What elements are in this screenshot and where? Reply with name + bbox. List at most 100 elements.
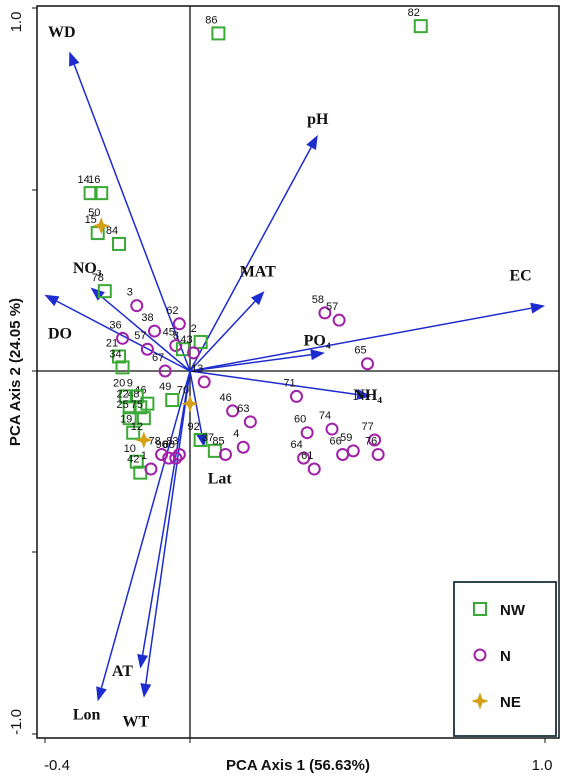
point-label-60: 60: [294, 414, 306, 426]
point-label-12: 12: [131, 421, 143, 433]
point-n-71: [290, 389, 303, 403]
point-nw-75: [136, 411, 151, 426]
point-nw-92: [193, 432, 208, 447]
point-nw-9: [129, 389, 144, 404]
vector-label-no-: NO₃: [73, 260, 102, 277]
vector-do: [56, 300, 191, 372]
point-label-82: 82: [408, 7, 420, 19]
vector-head-no-: [90, 287, 105, 301]
point-label-76: 76: [365, 435, 377, 447]
point-label-74: 74: [319, 410, 331, 422]
point-ne-12: [135, 431, 153, 449]
vector-head-mat: [250, 291, 265, 306]
vector-head-wd: [69, 51, 80, 67]
point-nw-86: [211, 26, 226, 41]
vector-label-at: AT: [112, 663, 133, 680]
point-label-8: 8: [173, 330, 179, 342]
point-n-67: [158, 364, 172, 378]
point-label-16: 16: [88, 174, 100, 186]
legend-marker-nw: [473, 602, 487, 616]
point-n-65: [361, 357, 374, 371]
point-nw-21: [112, 349, 126, 364]
point-label-66: 66: [330, 435, 342, 447]
point-label-84: 84: [106, 225, 118, 237]
point-n-78b: [155, 447, 169, 461]
point-n-46b: [226, 404, 240, 418]
point-label-61: 61: [301, 450, 313, 462]
point-label-1: 1: [141, 450, 147, 462]
vector-head-do: [44, 294, 60, 307]
point-label-78: 78: [92, 272, 104, 284]
point-n-13: [197, 375, 211, 389]
point-nw-49: [165, 393, 180, 408]
vector-label-lon: Lon: [73, 706, 101, 723]
point-label-62: 62: [166, 305, 178, 317]
point-nw-19: [126, 425, 141, 440]
vector-label-po-: PO₄: [304, 333, 331, 350]
point-n-61: [307, 462, 321, 476]
point-n-36: [116, 331, 130, 345]
point-label-4: 4: [233, 428, 239, 440]
point-n-58: [318, 306, 332, 320]
point-n-76: [371, 447, 385, 461]
vector-label-mat: MAT: [240, 264, 276, 281]
vector-head-ec: [530, 302, 545, 314]
point-n-57: [140, 342, 154, 356]
vector-nh-: [189, 370, 358, 396]
point-n-85: [219, 447, 232, 461]
legend-label-nw: NW: [500, 602, 526, 619]
point-label-38: 38: [141, 312, 153, 324]
vector-head-lat: [196, 432, 208, 448]
point-label-70: 70: [177, 385, 189, 397]
vector-label-ec: EC: [510, 267, 532, 284]
point-nw-34: [115, 360, 130, 375]
point-label-25: 25: [117, 399, 129, 411]
vector-wt: [145, 370, 191, 684]
point-label-77: 77: [361, 421, 373, 433]
loading-vectors: WD pH MAT EC NO₃ DO PO₄ NH₄ Lat AT Lon WT: [44, 24, 545, 731]
legend: NW N NE: [453, 581, 557, 737]
vector-ph: [189, 147, 312, 372]
legend-label-ne: NE: [500, 694, 521, 711]
vector-head-at: [137, 653, 149, 669]
point-nw-48: [133, 400, 148, 415]
legend-marker-ne: [471, 692, 489, 710]
point-n-59: [346, 444, 360, 458]
vector-lat: [189, 370, 203, 434]
legend-label-n: N: [500, 648, 511, 665]
point-label-46b: 46: [219, 392, 231, 404]
point-ne-70: [181, 394, 199, 413]
point-label-67: 67: [152, 352, 164, 364]
point-nw-14: [83, 186, 98, 201]
point-label-15: 15: [85, 214, 97, 226]
point-n-62: [172, 317, 186, 331]
point-nw-10: [129, 454, 144, 469]
point-nw-25: [122, 411, 137, 426]
point-label-21: 21: [106, 337, 118, 349]
point-label-63: 63: [237, 403, 249, 415]
point-nw-2: [193, 334, 208, 349]
legend-box: [453, 581, 557, 737]
point-label-14: 14: [77, 174, 89, 186]
point-ne-50: [92, 217, 111, 235]
x-axis-title: PCA Axis 1 (56.63%): [226, 757, 370, 774]
vector-label-wd: WD: [48, 24, 76, 41]
point-n-43: [187, 346, 201, 360]
x-tick-label-right: 1.0: [532, 757, 553, 774]
vector-label-ph: pH: [307, 111, 329, 128]
point-label-9: 9: [127, 377, 133, 389]
point-label-36: 36: [109, 319, 121, 331]
point-nw-82: [413, 19, 428, 34]
point-n-57b: [332, 313, 346, 327]
vector-head-ph: [306, 135, 318, 150]
x-tick-label-left: -0.4: [44, 757, 70, 774]
point-label-49: 49: [159, 381, 171, 393]
point-nw-22: [122, 400, 137, 415]
point-label-22: 22: [117, 388, 129, 400]
point-label-42: 42: [127, 454, 139, 466]
point-label-92: 92: [188, 421, 200, 433]
point-label-83: 83: [166, 435, 178, 447]
y-tick-label-bottom: -1.0: [8, 709, 25, 735]
